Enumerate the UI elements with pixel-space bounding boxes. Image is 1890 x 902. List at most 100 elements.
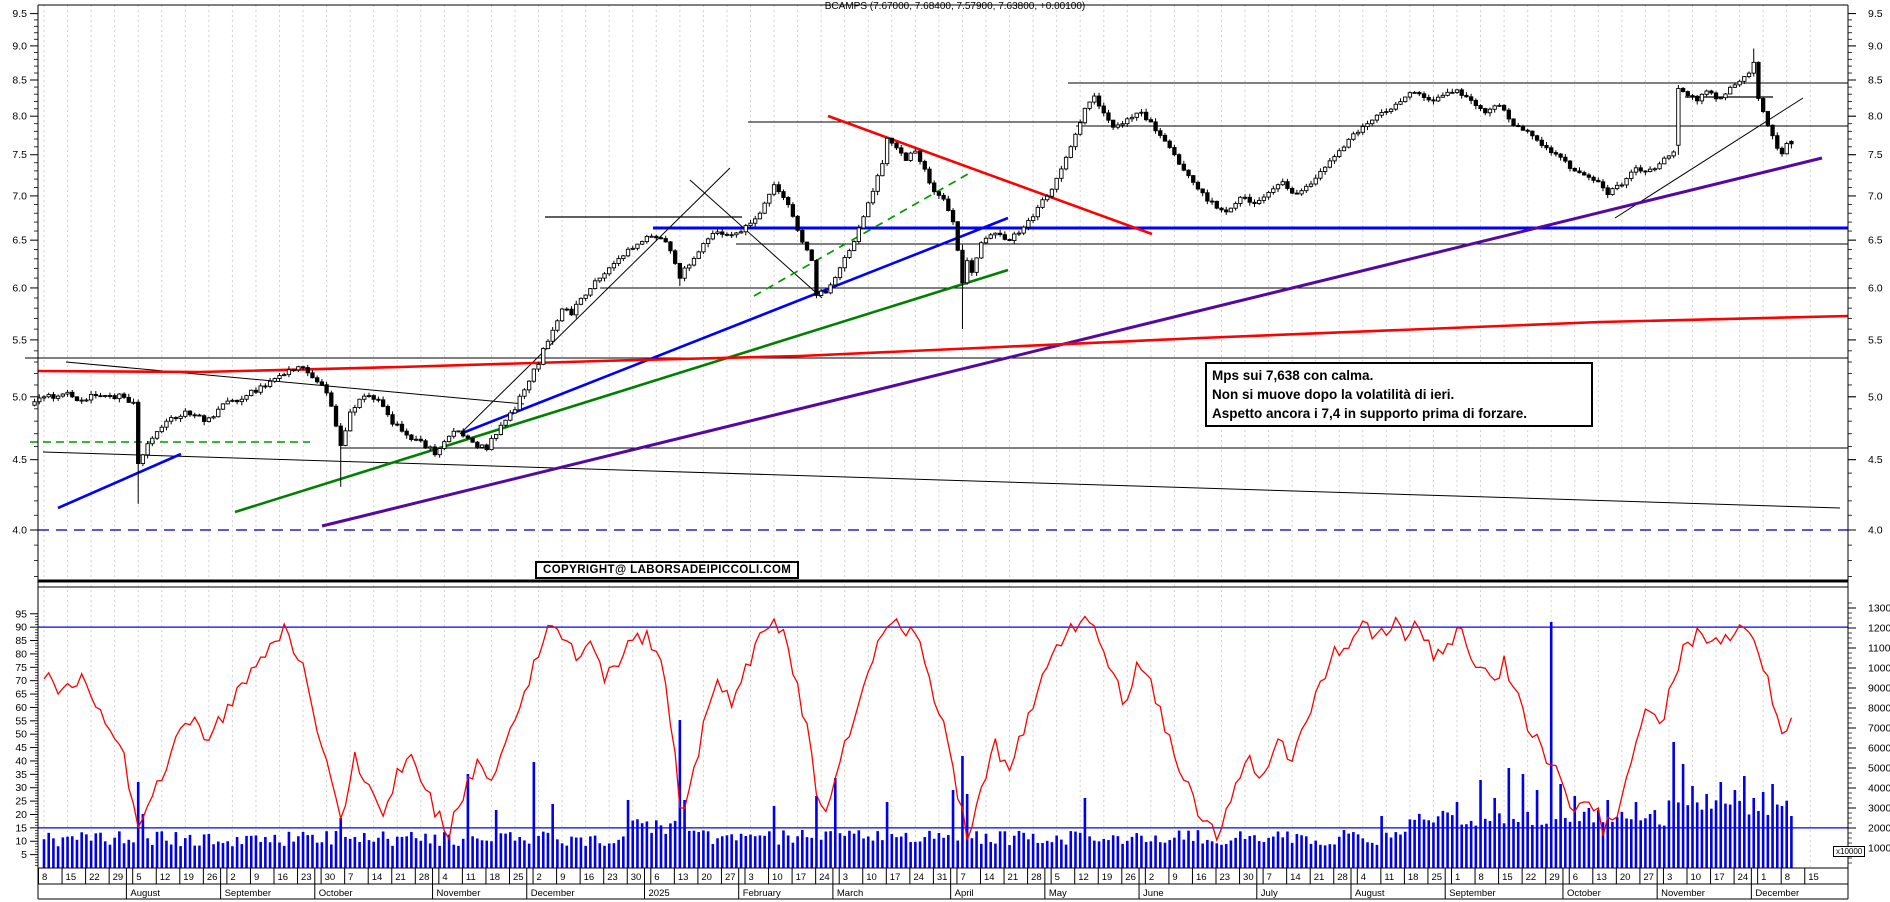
volume-axis: 13000 12000 11000 10000 9000 8000 7000 6000 5000… [1848,603,1890,864]
svg-text:2: 2 [1149,872,1154,883]
svg-text:August: August [130,888,160,899]
svg-text:9.0: 9.0 [1868,40,1883,52]
svg-text:18: 18 [1408,872,1419,883]
svg-text:11: 11 [1384,872,1394,883]
svg-text:12: 12 [1078,872,1089,883]
svg-text:4.5: 4.5 [12,454,27,466]
svg-text:25: 25 [513,872,524,883]
svg-text:26: 26 [1125,872,1136,883]
svg-text:3: 3 [1667,872,1672,883]
svg-text:4.0: 4.0 [1868,525,1883,537]
svg-text:May: May [1049,888,1067,899]
svg-text:6: 6 [654,872,659,883]
svg-text:August: August [1355,888,1385,899]
svg-text:28: 28 [1337,872,1348,883]
svg-text:28: 28 [419,872,430,883]
svg-text:11: 11 [466,872,476,883]
svg-text:5: 5 [21,849,27,861]
svg-text:10: 10 [1691,872,1702,883]
annotation-line-2: Non si muove dopo la volatilità di ieri. [1212,387,1455,402]
svg-text:13000: 13000 [1868,603,1890,615]
svg-text:14: 14 [984,872,995,883]
oscillator-line [43,615,1793,842]
annotation-line-3: Aspetto ancora i 7,4 in supporto prima d… [1212,406,1528,421]
svg-text:18: 18 [489,872,500,883]
time-axis: 8 15 22 29 5 12 19 26 2 9 16 23 30 7 14 21 28 4 11 18 25 2 9 16… [38,868,1819,899]
svg-text:50: 50 [15,729,27,741]
svg-text:6.0: 6.0 [12,282,27,294]
svg-text:2: 2 [230,872,235,883]
svg-text:35: 35 [15,769,27,781]
svg-text:9.5: 9.5 [12,8,27,20]
svg-text:10: 10 [772,872,783,883]
volume-bars [42,622,1793,868]
svg-text:29: 29 [113,872,124,883]
svg-text:5: 5 [1055,872,1060,883]
svg-text:6.0: 6.0 [1868,282,1883,294]
svg-text:60: 60 [15,702,27,714]
svg-text:12: 12 [160,872,171,883]
svg-text:7.0: 7.0 [1868,190,1883,202]
svg-text:3000: 3000 [1868,803,1890,815]
trendlines [42,97,1841,528]
svg-text:2000: 2000 [1868,823,1890,835]
svg-text:3: 3 [843,872,848,883]
svg-text:July: July [1261,888,1278,899]
svg-text:10: 10 [866,872,877,883]
svg-text:February: February [743,888,781,899]
svg-text:5.0: 5.0 [1868,391,1883,403]
svg-text:4.5: 4.5 [1868,454,1883,466]
svg-text:September: September [1449,888,1495,899]
svg-text:16: 16 [584,872,595,883]
weekly-gridlines [43,5,1811,868]
svg-text:45: 45 [15,742,27,754]
svg-text:4.0: 4.0 [12,525,27,537]
svg-text:24: 24 [819,872,830,883]
svg-text:5: 5 [136,872,141,883]
svg-text:5.5: 5.5 [1868,334,1883,346]
svg-text:10000: 10000 [1868,663,1890,675]
svg-text:17: 17 [1714,872,1725,883]
svg-text:October: October [1567,888,1601,899]
svg-text:65: 65 [15,689,27,701]
svg-text:2: 2 [537,872,542,883]
svg-text:11000: 11000 [1868,643,1890,655]
svg-text:December: December [531,888,575,899]
svg-text:26: 26 [207,872,218,883]
svg-text:December: December [1755,888,1799,899]
svg-text:7: 7 [348,872,353,883]
svg-text:3: 3 [749,872,754,883]
svg-text:22: 22 [1526,872,1537,883]
svg-text:9: 9 [560,872,565,883]
svg-text:8: 8 [42,872,47,883]
svg-text:1: 1 [1455,872,1460,883]
svg-text:15: 15 [1502,872,1513,883]
svg-text:9: 9 [254,872,259,883]
svg-text:19: 19 [183,872,194,883]
svg-text:16: 16 [1196,872,1207,883]
svg-text:5.5: 5.5 [12,334,27,346]
svg-text:13: 13 [678,872,689,883]
svg-text:8.0: 8.0 [12,111,27,123]
svg-text:85: 85 [15,635,27,647]
svg-text:8.0: 8.0 [1868,111,1883,123]
svg-text:30: 30 [325,872,336,883]
svg-text:27: 27 [1643,872,1654,883]
oscillator-reference-lines [38,626,1848,829]
svg-text:28: 28 [1031,872,1042,883]
svg-text:21: 21 [1008,872,1019,883]
svg-text:9: 9 [1172,872,1177,883]
svg-text:6.5: 6.5 [12,235,27,247]
svg-text:6: 6 [1573,872,1578,883]
svg-text:8.5: 8.5 [1868,75,1883,87]
svg-text:17: 17 [890,872,901,883]
svg-text:24: 24 [913,872,924,883]
svg-text:70: 70 [15,675,27,687]
svg-text:31: 31 [937,872,948,883]
svg-text:9.5: 9.5 [1868,8,1883,20]
svg-text:25: 25 [15,796,27,808]
svg-text:23: 23 [301,872,312,883]
svg-text:21: 21 [1314,872,1325,883]
